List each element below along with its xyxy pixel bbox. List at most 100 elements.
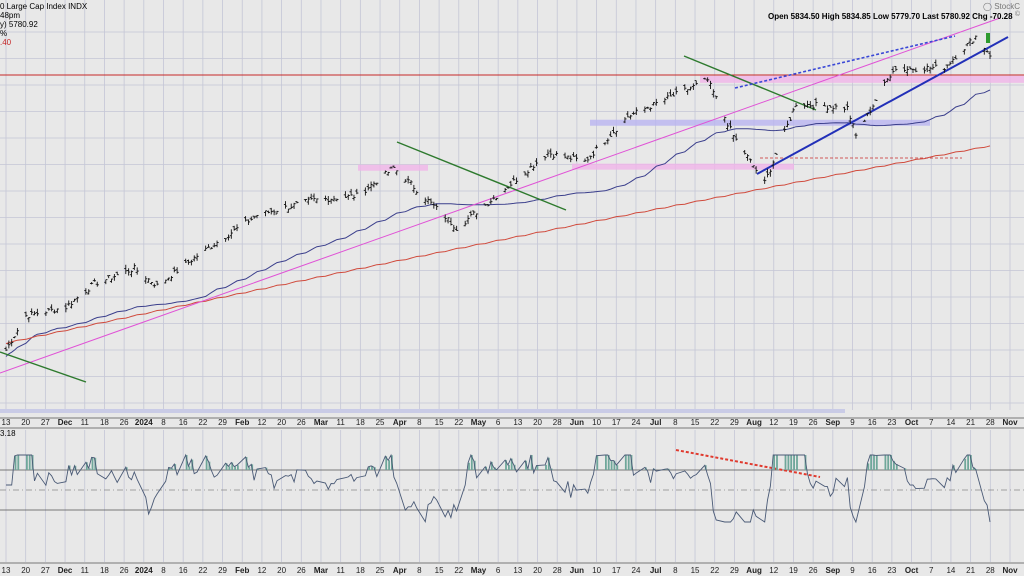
ohlc-bar <box>392 165 396 168</box>
moving-averages <box>5 89 991 357</box>
x-tick-label: Mar <box>314 566 328 575</box>
x-tick-label: 6 <box>496 566 501 575</box>
x-tick-label: 23 <box>887 418 896 427</box>
ohlc-bar <box>791 107 795 113</box>
x-tick-label: 25 <box>376 566 385 575</box>
ohlc-bar <box>289 203 293 210</box>
ohlc-bar <box>822 102 827 107</box>
x-tick-label: 26 <box>120 418 129 427</box>
ohlc-bar <box>745 154 750 161</box>
x-tick-label: Nov <box>1002 418 1018 427</box>
ohlc-bar <box>346 194 350 200</box>
ohlc-bar <box>67 300 71 306</box>
x-tick-label: 28 <box>553 566 562 575</box>
ohlc-bar <box>814 97 818 107</box>
ohlc-bar <box>195 253 199 261</box>
ohlc-bar <box>554 151 559 156</box>
ohlc-bar <box>611 126 616 134</box>
x-tick-label: Apr <box>393 418 407 427</box>
price-bars <box>4 33 992 351</box>
ohlc-bar <box>931 63 935 70</box>
ohlc-bar <box>968 37 972 46</box>
ohlc-bar <box>885 78 889 83</box>
x-tick-label: 27 <box>41 418 50 427</box>
x-tick-label: Feb <box>235 418 249 427</box>
ohlc-bar <box>115 271 119 276</box>
ohlc-bar <box>292 202 296 209</box>
x-tick-label: 12 <box>769 566 778 575</box>
ohlc-bar <box>825 105 830 114</box>
stockcharts-logo: ◯ StockC <box>983 2 1020 11</box>
ohlc-bar <box>891 66 895 74</box>
ohlc-bar <box>506 186 510 189</box>
ohlc-bar <box>591 150 596 159</box>
x-tick-label: 8 <box>161 566 166 575</box>
ohlc-bar <box>409 179 413 185</box>
x-tick-label: Apr <box>393 566 407 575</box>
x-tick-label: 19 <box>789 418 798 427</box>
ohlc-bar <box>147 278 151 283</box>
ohlc-bar <box>309 193 313 200</box>
x-tick-label: 28 <box>553 418 562 427</box>
ohlc-bar <box>129 270 134 278</box>
x-tick-label: 28 <box>986 418 995 427</box>
support-zone <box>590 119 930 126</box>
x-tick-label: 25 <box>376 418 385 427</box>
x-tick-label: Jun <box>570 566 584 575</box>
ohlc-bar <box>50 304 54 312</box>
ohlc-bar <box>526 170 530 178</box>
ohlc-bar <box>92 278 97 282</box>
ohlc-bar <box>948 61 952 66</box>
ohlc-bar <box>372 181 376 188</box>
header-line5: .40 <box>0 38 12 47</box>
ohlc-bar <box>166 277 171 281</box>
rsi-grid <box>0 430 1024 562</box>
ohlc-bar <box>634 107 638 116</box>
ohlc-bar <box>323 195 328 201</box>
x-tick-label: 18 <box>356 418 365 427</box>
ohlc-bar <box>666 92 670 100</box>
ma-long-line <box>5 145 991 345</box>
rsi-indicator <box>6 453 991 524</box>
x-tick-label: 21 <box>966 418 975 427</box>
ohlc-bar <box>84 288 88 295</box>
x-tick-label: 16 <box>179 566 188 575</box>
ohlc-bar <box>971 41 975 45</box>
ohlc-bar <box>272 209 276 216</box>
x-tick-label: 11 <box>337 566 346 575</box>
ohlc-bar <box>811 104 815 111</box>
x-tick-label: 17 <box>612 566 621 575</box>
ohlc-bar <box>446 217 450 224</box>
ohlc-bar <box>489 198 493 205</box>
x-tick-label: 9 <box>850 566 855 575</box>
ohlc-bar <box>871 104 875 110</box>
logo-text: StockC <box>994 2 1020 11</box>
exchange-name: INDX <box>68 2 88 11</box>
x-tick-label: 15 <box>691 418 700 427</box>
ohlc-bar <box>352 194 356 201</box>
x-tick-label: 26 <box>809 418 818 427</box>
ohlc-bar <box>848 115 852 124</box>
x-tick-label: 18 <box>356 566 365 575</box>
ohlc-bar <box>785 120 790 128</box>
support-zone <box>572 163 794 170</box>
x-tick-label: 23 <box>887 566 896 575</box>
ohlc-bar <box>763 176 767 184</box>
ohlc-bar <box>152 283 156 288</box>
ma-short-line <box>5 89 991 357</box>
x-tick-label: Feb <box>235 566 249 575</box>
ohlc-bar <box>192 255 196 262</box>
rsi-overbought-fill <box>14 455 978 470</box>
ohlc-bar <box>455 225 459 231</box>
logo-icon: ◯ <box>983 2 992 11</box>
ohlc-bar <box>563 152 567 159</box>
ohlc-bar <box>229 229 233 239</box>
ohlc-bar <box>255 214 259 219</box>
x-tick-label: 13 <box>2 566 11 575</box>
rsi-line <box>6 453 991 524</box>
x-tick-label: 27 <box>41 566 50 575</box>
ohlc-bar <box>914 67 918 73</box>
ohlc-bar <box>235 224 239 232</box>
ohlc-bar <box>87 289 91 295</box>
